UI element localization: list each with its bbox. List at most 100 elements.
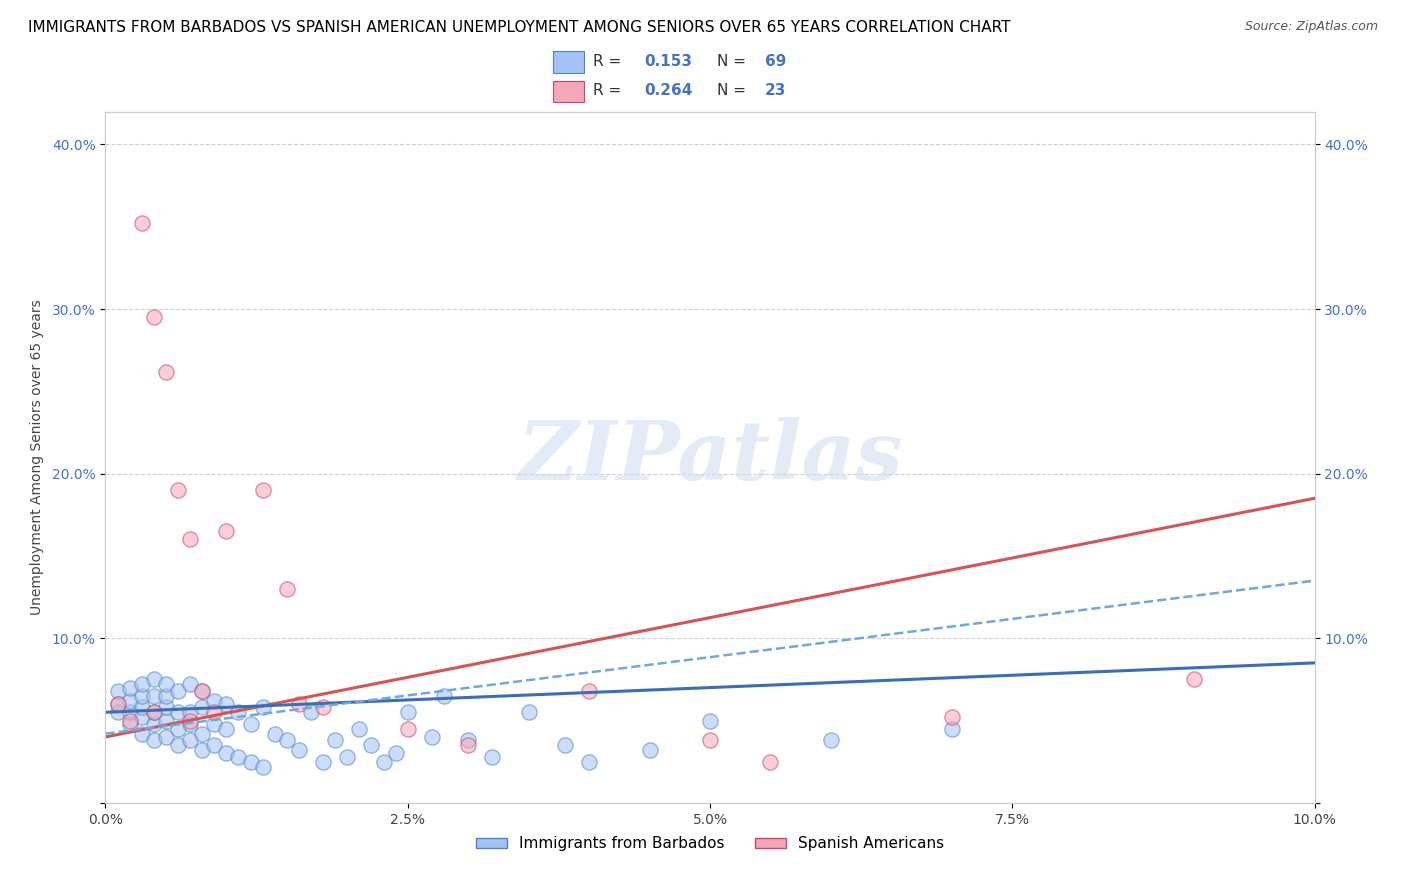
Point xyxy=(191,743,214,757)
Point xyxy=(131,710,153,724)
Point xyxy=(155,365,177,379)
Point xyxy=(457,733,479,747)
Text: Source: ZipAtlas.com: Source: ZipAtlas.com xyxy=(1244,20,1378,33)
Text: 23: 23 xyxy=(765,83,786,98)
Point xyxy=(699,714,721,728)
Point xyxy=(179,714,201,728)
Point xyxy=(578,755,600,769)
Point xyxy=(142,733,165,747)
Point xyxy=(155,714,177,728)
Point xyxy=(228,706,250,720)
Point xyxy=(396,722,419,736)
Point xyxy=(131,677,153,691)
Text: R =: R = xyxy=(593,83,626,98)
Point xyxy=(191,700,214,714)
Point xyxy=(179,677,201,691)
Point xyxy=(252,759,274,773)
Point xyxy=(517,706,540,720)
Text: 69: 69 xyxy=(765,54,786,69)
Point xyxy=(142,689,165,703)
Point xyxy=(155,677,177,691)
Point xyxy=(239,755,262,769)
Point xyxy=(191,726,214,740)
Point xyxy=(107,684,129,698)
Point xyxy=(360,738,382,752)
Point xyxy=(276,733,298,747)
Point xyxy=(215,747,238,761)
Point xyxy=(142,673,165,687)
Point xyxy=(118,716,141,731)
Point xyxy=(107,706,129,720)
Point xyxy=(228,749,250,764)
Point xyxy=(820,733,842,747)
Point xyxy=(299,706,322,720)
Text: ZIPatlas: ZIPatlas xyxy=(517,417,903,497)
Text: IMMIGRANTS FROM BARBADOS VS SPANISH AMERICAN UNEMPLOYMENT AMONG SENIORS OVER 65 : IMMIGRANTS FROM BARBADOS VS SPANISH AMER… xyxy=(28,20,1011,35)
Point xyxy=(312,755,335,769)
Y-axis label: Unemployment Among Seniors over 65 years: Unemployment Among Seniors over 65 years xyxy=(30,300,44,615)
Bar xyxy=(554,80,583,103)
Point xyxy=(215,524,238,539)
Point xyxy=(252,483,274,497)
Point xyxy=(131,689,153,703)
Point xyxy=(1182,673,1205,687)
Point xyxy=(142,706,165,720)
Point xyxy=(179,706,201,720)
Point xyxy=(191,684,214,698)
Point xyxy=(167,706,190,720)
Point xyxy=(118,706,141,720)
Point xyxy=(759,755,782,769)
Point xyxy=(252,700,274,714)
Point xyxy=(179,716,201,731)
Point xyxy=(179,733,201,747)
Point xyxy=(155,689,177,703)
Point xyxy=(481,749,503,764)
Point xyxy=(384,747,406,761)
Point xyxy=(118,694,141,708)
Point xyxy=(167,483,190,497)
Point xyxy=(142,706,165,720)
Point xyxy=(142,310,165,325)
Text: 0.153: 0.153 xyxy=(644,54,692,69)
Point xyxy=(131,700,153,714)
Point xyxy=(699,733,721,747)
Point xyxy=(336,749,359,764)
Point xyxy=(312,700,335,714)
Point xyxy=(191,684,214,698)
Point xyxy=(396,706,419,720)
Point xyxy=(118,681,141,695)
Point xyxy=(202,738,225,752)
Point xyxy=(420,730,443,744)
Point xyxy=(131,216,153,230)
Point xyxy=(554,738,576,752)
Point xyxy=(202,716,225,731)
Point xyxy=(107,697,129,711)
Point xyxy=(215,722,238,736)
Point xyxy=(276,582,298,596)
Point xyxy=(578,684,600,698)
Point xyxy=(349,722,371,736)
Bar xyxy=(554,51,583,73)
Text: N =: N = xyxy=(717,54,751,69)
Point xyxy=(167,722,190,736)
Point xyxy=(167,684,190,698)
Legend: Immigrants from Barbados, Spanish Americans: Immigrants from Barbados, Spanish Americ… xyxy=(470,830,950,857)
Point xyxy=(457,738,479,752)
Point xyxy=(202,706,225,720)
Point xyxy=(941,722,963,736)
Point xyxy=(239,716,262,731)
Point xyxy=(288,743,311,757)
Point xyxy=(288,697,311,711)
Point xyxy=(263,726,285,740)
Point xyxy=(155,700,177,714)
Point xyxy=(941,710,963,724)
Text: N =: N = xyxy=(717,83,751,98)
Point xyxy=(167,738,190,752)
Point xyxy=(107,697,129,711)
Point xyxy=(142,716,165,731)
Point xyxy=(131,726,153,740)
Point xyxy=(638,743,661,757)
Point xyxy=(202,694,225,708)
Point xyxy=(179,533,201,547)
Point xyxy=(323,733,346,747)
